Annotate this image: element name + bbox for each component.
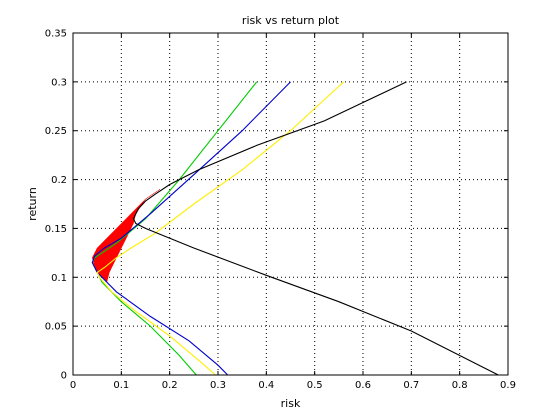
y-tick-label: 0 xyxy=(61,371,67,382)
x-tick-label: 0.7 xyxy=(403,380,419,391)
x-tick-label: 0.1 xyxy=(113,380,129,391)
y-tick-label: 0.15 xyxy=(45,224,67,235)
x-tick-label: 0 xyxy=(70,380,76,391)
x-tick-label: 0.2 xyxy=(162,380,178,391)
y-tick-label: 0.35 xyxy=(45,29,67,40)
y-tick-label: 0.2 xyxy=(51,175,67,186)
x-tick-label: 0.9 xyxy=(500,380,516,391)
y-tick-label: 0.3 xyxy=(51,77,67,88)
plot-area xyxy=(91,81,499,376)
x-tick-label: 0.8 xyxy=(452,380,468,391)
x-axis-label: risk xyxy=(281,397,301,410)
x-tick-label: 0.5 xyxy=(307,380,323,391)
axis-ticks: 0 0.1 0.2 0.3 0.4 0.5 0.6 0.7 0.8 0.9 0 0.05 0.1 0.15… xyxy=(45,29,516,392)
y-tick-label: 0.1 xyxy=(51,273,67,284)
series-line-2 xyxy=(96,81,345,376)
x-tick-label: 0.3 xyxy=(210,380,226,391)
x-tick-label: 0.6 xyxy=(355,380,371,391)
y-tick-label: 0.05 xyxy=(45,322,67,333)
chart-title: risk vs return plot xyxy=(242,14,340,27)
grid xyxy=(73,33,508,375)
x-tick-label: 0.4 xyxy=(258,380,274,391)
series-line-3 xyxy=(132,81,499,376)
y-axis-label: return xyxy=(26,187,39,221)
series-line-1 xyxy=(91,81,291,376)
y-tick-label: 0.25 xyxy=(45,126,67,137)
plot-frame xyxy=(72,32,509,376)
